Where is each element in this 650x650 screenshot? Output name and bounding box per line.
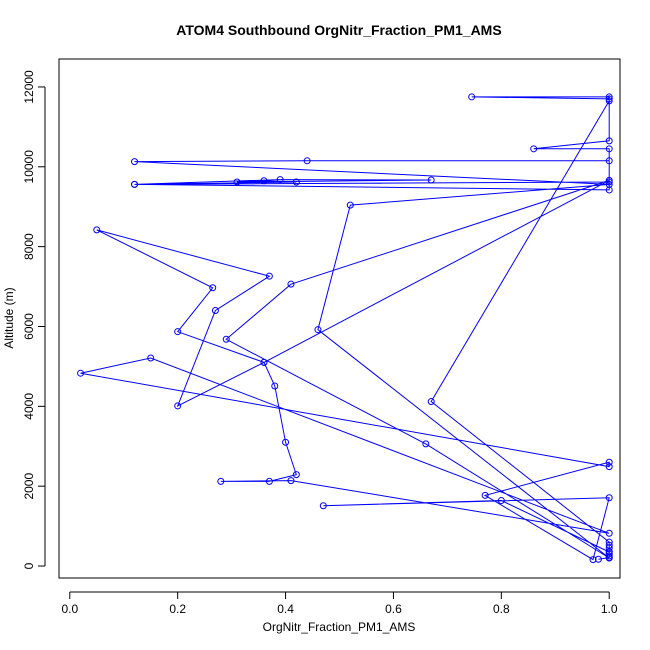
data-point bbox=[287, 477, 295, 485]
y-axis: 0 2000 4000 6000 8000 10000 12000 bbox=[22, 70, 46, 569]
data-point bbox=[265, 272, 273, 280]
data-point bbox=[468, 93, 476, 101]
series-layer bbox=[77, 93, 613, 564]
data-point bbox=[131, 180, 139, 188]
data-point bbox=[605, 176, 613, 184]
data-point bbox=[605, 552, 613, 560]
data-point bbox=[77, 369, 85, 377]
data-point bbox=[292, 178, 300, 186]
y-tick-label: 10000 bbox=[22, 150, 36, 184]
data-point bbox=[346, 201, 354, 209]
x-tick-label: 0.4 bbox=[277, 602, 294, 616]
data-point bbox=[131, 158, 139, 166]
data-point bbox=[147, 354, 155, 362]
x-tick-label: 0.8 bbox=[493, 602, 510, 616]
y-tick-label: 12000 bbox=[22, 70, 36, 104]
data-point bbox=[292, 471, 300, 479]
data-point bbox=[211, 307, 219, 315]
data-point bbox=[260, 358, 268, 366]
y-tick-label: 4000 bbox=[22, 393, 36, 420]
y-axis-label: Altitude (m) bbox=[2, 287, 16, 348]
x-axis: 0.0 0.2 0.4 0.6 0.8 1.0 bbox=[61, 591, 618, 616]
data-point bbox=[287, 280, 295, 288]
data-point bbox=[427, 176, 435, 184]
series-line bbox=[80, 96, 610, 561]
data-point bbox=[605, 548, 613, 556]
data-point bbox=[271, 382, 279, 390]
data-point bbox=[276, 176, 284, 184]
data-point bbox=[217, 477, 225, 485]
data-point bbox=[605, 93, 613, 101]
data-point bbox=[222, 335, 230, 343]
data-point bbox=[427, 398, 435, 406]
data-point bbox=[174, 402, 182, 410]
data-point bbox=[303, 157, 311, 165]
data-point bbox=[594, 555, 602, 563]
data-point bbox=[233, 178, 241, 186]
data-point bbox=[93, 226, 101, 234]
data-point bbox=[605, 494, 613, 502]
x-tick-label: 1.0 bbox=[601, 602, 618, 616]
data-point bbox=[605, 458, 613, 466]
data-point bbox=[265, 477, 273, 485]
data-point bbox=[605, 137, 613, 145]
data-point bbox=[530, 145, 538, 153]
data-point bbox=[282, 438, 290, 446]
data-point bbox=[605, 97, 613, 105]
chart-title: ATOM4 Southbound OrgNitr_Fraction_PM1_AM… bbox=[176, 22, 501, 38]
y-tick-label: 6000 bbox=[22, 313, 36, 340]
y-tick-label: 2000 bbox=[22, 473, 36, 500]
data-point bbox=[605, 463, 613, 471]
data-point bbox=[605, 538, 613, 546]
data-point bbox=[260, 177, 268, 185]
data-point bbox=[497, 497, 505, 505]
data-point bbox=[314, 326, 322, 334]
data-point bbox=[589, 556, 597, 564]
y-tick-label: 0 bbox=[22, 562, 36, 569]
data-point bbox=[422, 440, 430, 448]
x-axis-label: OrgNitr_Fraction_PM1_AMS bbox=[263, 620, 416, 634]
x-tick-label: 0.0 bbox=[61, 602, 78, 616]
data-point bbox=[605, 180, 613, 188]
x-tick-label: 0.6 bbox=[385, 602, 402, 616]
data-point bbox=[605, 529, 613, 537]
data-point bbox=[209, 284, 217, 292]
data-point bbox=[605, 95, 613, 103]
data-point bbox=[605, 145, 613, 153]
data-point bbox=[319, 502, 327, 510]
y-tick-label: 8000 bbox=[22, 233, 36, 260]
data-point bbox=[605, 157, 613, 165]
plot-area-border bbox=[58, 58, 621, 579]
data-point bbox=[174, 328, 182, 336]
data-point bbox=[605, 541, 613, 549]
x-tick-label: 0.2 bbox=[169, 602, 186, 616]
data-point bbox=[481, 491, 489, 499]
